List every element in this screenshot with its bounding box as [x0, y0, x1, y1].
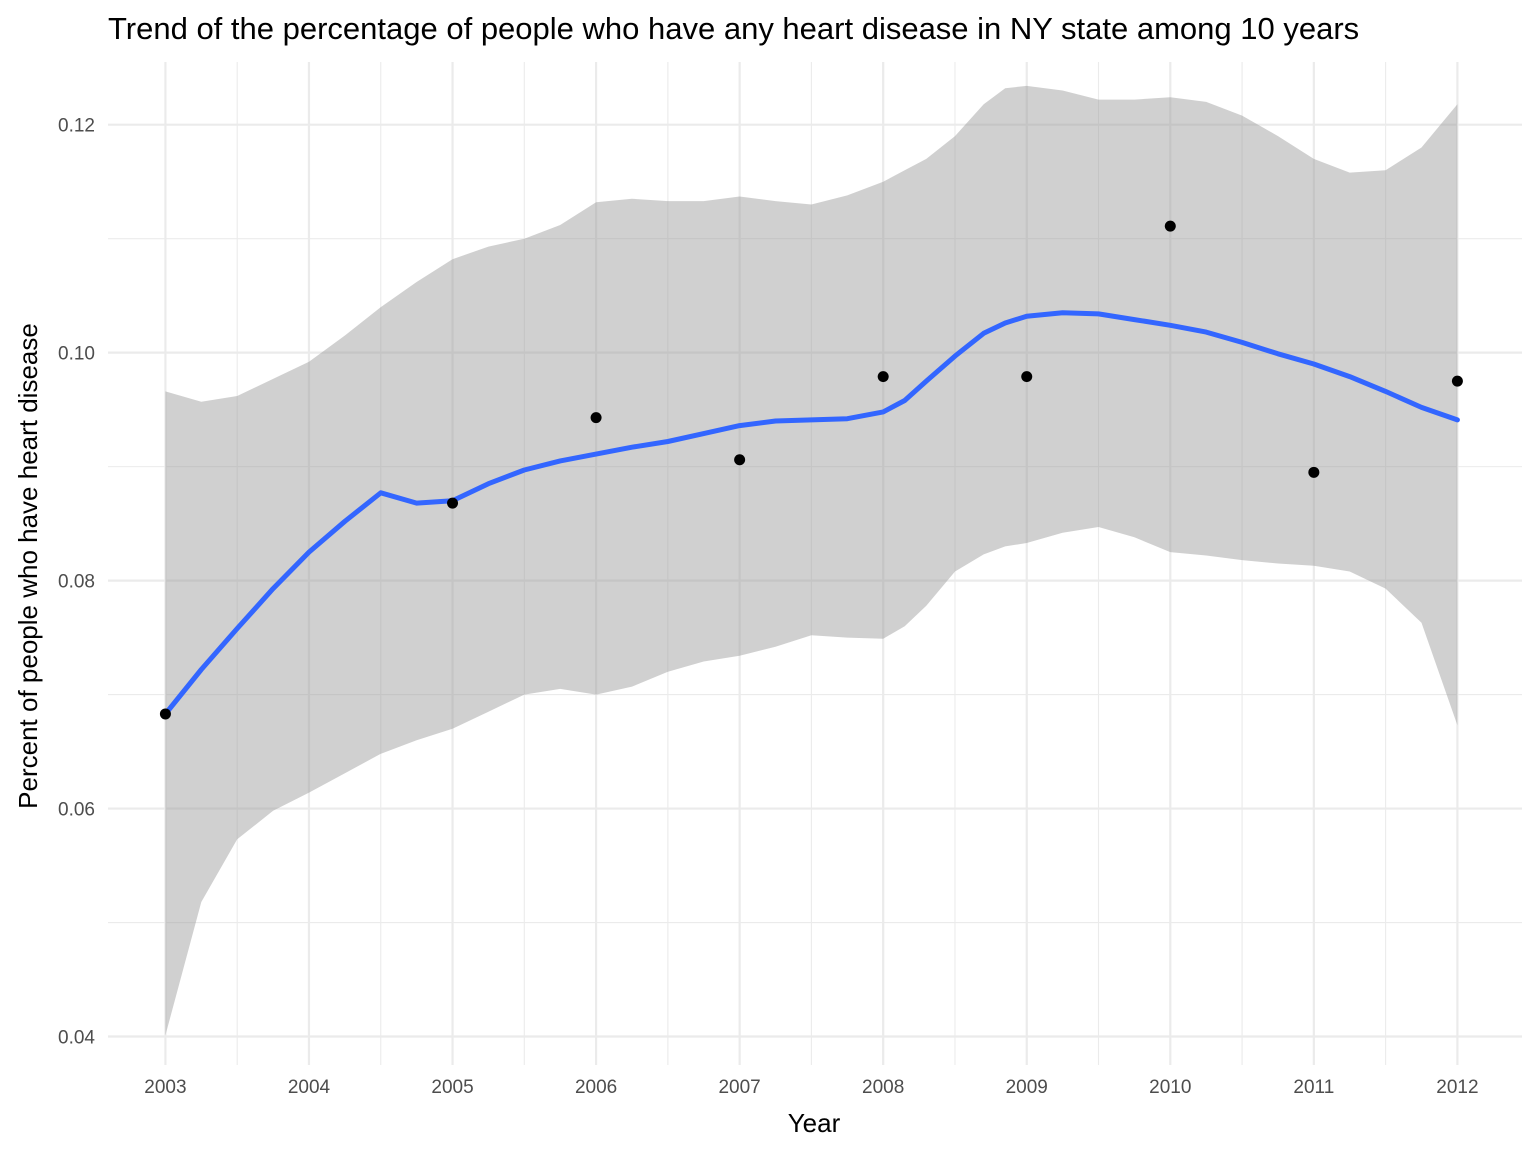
data-point: [1451, 375, 1463, 387]
data-point: [734, 454, 746, 466]
x-tick-label: 2003: [144, 1077, 186, 1098]
y-tick-label: 0.06: [58, 800, 95, 821]
y-tick-label: 0.10: [58, 344, 95, 365]
y-tick-label: 0.08: [58, 572, 95, 593]
x-axis-tick-labels: 2003 2004 2005 2006 2007 2008 2009 2010 2011 2012: [144, 1077, 1478, 1098]
plot-panel: [108, 62, 1522, 1065]
grid-lines: [108, 62, 1522, 1065]
x-tick-label: 2010: [1149, 1077, 1191, 1098]
data-point: [590, 412, 602, 424]
data-point: [1308, 466, 1320, 478]
y-axis-tick-labels: 0.04 0.06 0.08 0.10 0.12: [58, 116, 95, 1049]
x-tick-label: 2005: [431, 1077, 473, 1098]
y-tick-label: 0.04: [58, 1028, 95, 1049]
x-tick-label: 2006: [575, 1077, 617, 1098]
x-tick-label: 2012: [1436, 1077, 1478, 1098]
data-point: [159, 708, 171, 720]
y-axis-title: Percent of people who have heart disease: [13, 323, 43, 809]
data-point: [447, 497, 459, 509]
x-axis-title: Year: [788, 1108, 841, 1138]
y-tick-label: 0.12: [58, 116, 95, 137]
x-tick-label: 2004: [288, 1077, 331, 1098]
data-points: [159, 220, 1463, 720]
chart-title: Trend of the percentage of people who ha…: [108, 11, 1359, 46]
smooth-trend-line: [162, 310, 1460, 717]
data-point: [1021, 371, 1033, 383]
data-point: [1164, 220, 1176, 232]
confidence-band: [165, 85, 1458, 1036]
x-tick-label: 2007: [718, 1077, 760, 1098]
x-tick-label: 2011: [1293, 1077, 1334, 1098]
data-point: [877, 371, 889, 383]
x-tick-label: 2008: [862, 1077, 904, 1098]
x-tick-label: 2009: [1006, 1077, 1048, 1098]
